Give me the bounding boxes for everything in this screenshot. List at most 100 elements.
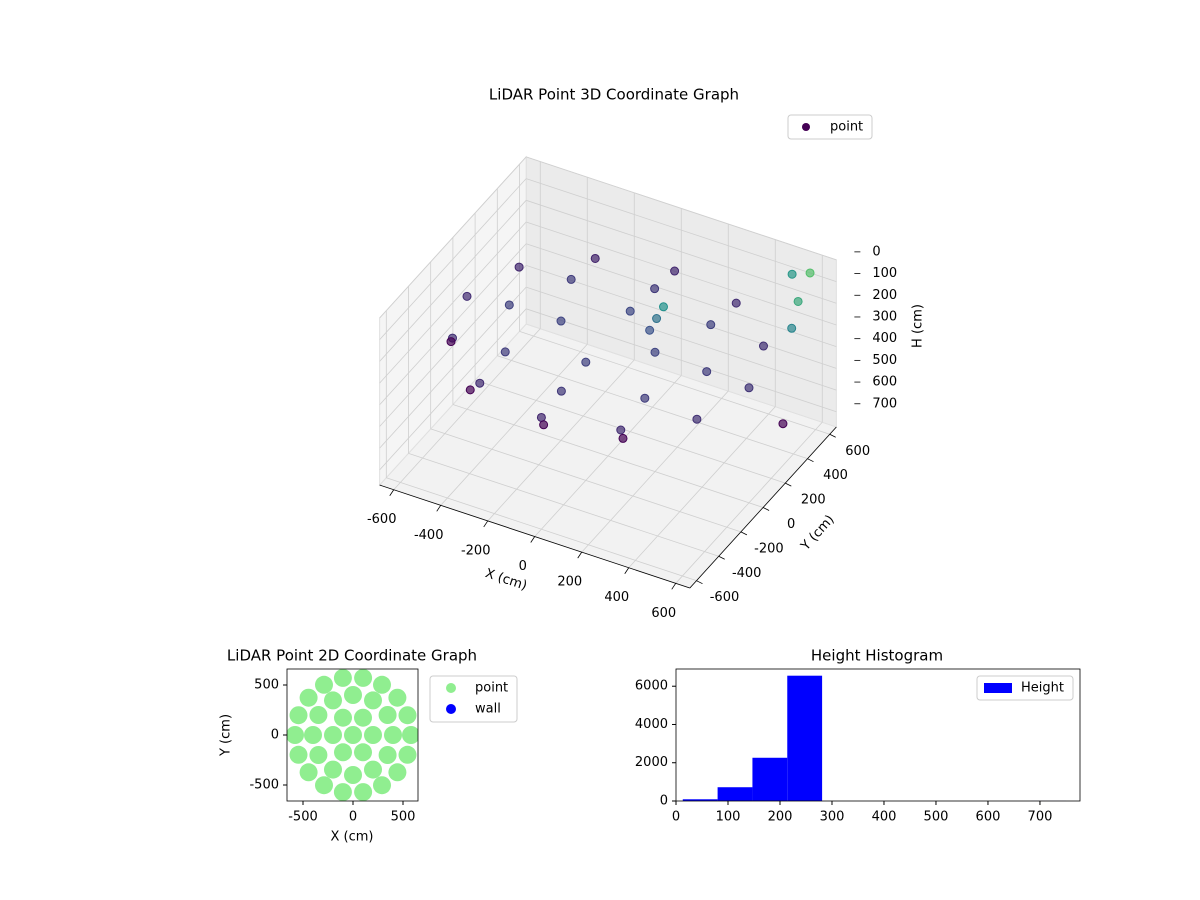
point xyxy=(650,347,660,357)
z-tick-label: 200 xyxy=(872,288,897,303)
point xyxy=(388,688,407,707)
point xyxy=(364,691,382,710)
point xyxy=(309,746,328,764)
bar xyxy=(682,799,718,801)
point xyxy=(384,726,402,744)
x-tick-label: 0 xyxy=(519,559,527,574)
x-tick-label: 200 xyxy=(768,810,793,825)
point xyxy=(287,726,304,744)
point xyxy=(556,316,566,326)
y-tick xyxy=(718,555,725,560)
y-tick-label: 0 xyxy=(271,728,279,743)
point xyxy=(315,776,333,795)
legend-marker xyxy=(446,683,456,693)
point xyxy=(590,253,600,263)
z-tick-label: 0 xyxy=(872,244,880,259)
x-tick xyxy=(624,567,630,574)
y-axis-label: Y (cm) xyxy=(219,714,234,757)
point xyxy=(640,393,650,403)
point xyxy=(398,706,417,725)
y-tick-label: 500 xyxy=(254,678,279,693)
z-tick-label: 100 xyxy=(872,266,897,281)
point xyxy=(504,300,514,310)
point xyxy=(289,745,308,764)
plot-histogram: Height 0 100 200 300 400 500 600 700 0 2000 4000 600… xyxy=(635,647,1081,825)
bar xyxy=(752,757,788,801)
y-tick xyxy=(785,482,792,487)
plot-3d: -600-400-2000200400600-600-400-200020040… xyxy=(367,86,926,621)
point xyxy=(334,708,352,727)
point xyxy=(354,783,373,801)
point xyxy=(364,726,382,744)
grid-line xyxy=(386,477,697,582)
grid-line xyxy=(379,200,527,362)
y-tick-label: 400 xyxy=(823,468,848,483)
point xyxy=(787,269,797,279)
legend-marker xyxy=(446,704,456,714)
legend-marker xyxy=(802,123,810,131)
point xyxy=(778,419,788,429)
chart-title: Height Histogram xyxy=(811,647,943,665)
y-tick xyxy=(807,458,814,463)
grid-line xyxy=(430,428,742,533)
grid-line xyxy=(526,156,837,261)
point xyxy=(344,766,362,784)
point xyxy=(315,675,333,694)
point xyxy=(692,414,702,424)
point xyxy=(299,763,318,782)
point xyxy=(465,385,475,395)
grid-line xyxy=(379,178,527,340)
point xyxy=(344,686,362,704)
x-tick-label: -600 xyxy=(367,512,397,527)
x-tick-label: 300 xyxy=(820,810,845,825)
x-tick xyxy=(671,583,677,590)
y-tick xyxy=(740,531,748,536)
x-tick-label: 500 xyxy=(391,810,416,825)
legend-box xyxy=(976,675,1074,701)
x-tick xyxy=(530,536,536,543)
x-tick xyxy=(483,520,489,528)
x-tick-label: 600 xyxy=(651,606,676,621)
point xyxy=(378,746,397,764)
grid-line xyxy=(379,308,527,471)
point xyxy=(625,306,635,316)
point xyxy=(388,763,407,782)
point xyxy=(650,284,660,294)
point xyxy=(373,776,391,795)
point xyxy=(500,347,510,357)
grid-line xyxy=(526,199,837,304)
point xyxy=(581,357,591,367)
x-tick-label: 600 xyxy=(976,810,1001,825)
grid-line xyxy=(526,308,837,413)
point xyxy=(645,325,655,335)
point xyxy=(652,314,662,324)
x-tick-label: 500 xyxy=(924,810,949,825)
y-axis-line xyxy=(689,426,837,589)
legend-label: Height xyxy=(1021,681,1064,696)
bar xyxy=(787,675,823,801)
x-axis-label: X (cm) xyxy=(331,830,374,845)
z-axis-label: H (cm) xyxy=(911,304,926,348)
grid-line xyxy=(379,156,527,319)
point xyxy=(324,691,342,710)
x-tick-label: 100 xyxy=(716,810,741,825)
point xyxy=(324,760,342,779)
y-axis-label: Y (cm) xyxy=(798,512,838,554)
x-tick-label: -400 xyxy=(414,528,444,543)
point xyxy=(536,412,546,422)
x-axis-line xyxy=(379,484,690,589)
point xyxy=(333,669,352,687)
grid-line xyxy=(379,243,527,406)
grid-line xyxy=(452,404,764,508)
y-tick-label: 6000 xyxy=(635,679,668,694)
point xyxy=(334,743,352,762)
point xyxy=(793,296,803,306)
z-tick-label: 500 xyxy=(872,353,897,368)
point xyxy=(373,675,391,694)
point xyxy=(618,433,628,443)
legend-box xyxy=(787,114,873,140)
point xyxy=(539,420,549,430)
point xyxy=(354,669,373,687)
point xyxy=(364,760,382,779)
y-tick xyxy=(696,580,703,585)
